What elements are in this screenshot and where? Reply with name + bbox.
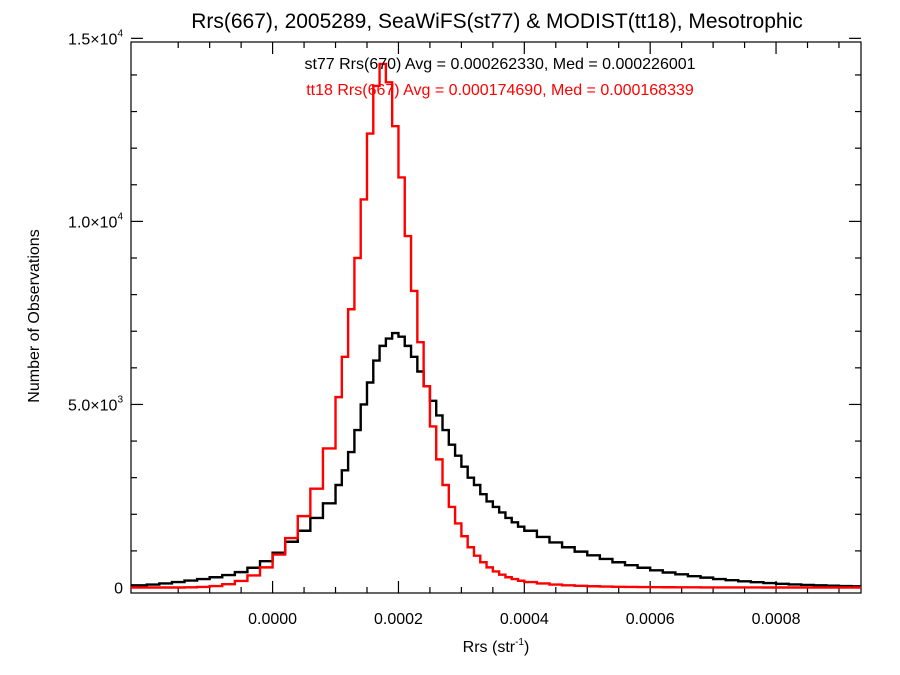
plot-frame (130, 41, 862, 594)
x-tick-label: 0.0008 (752, 611, 801, 628)
series-tt18-line (131, 62, 861, 589)
x-tick-label: 0.0006 (626, 611, 675, 628)
series-st77-line (131, 331, 861, 588)
annotation-st77: st77 Rrs(670) Avg = 0.000262330, Med = 0… (304, 56, 695, 73)
y-tick-label: 1.0×104 (68, 211, 123, 231)
chart-title: Rrs(667), 2005289, SeaWiFS(st77) & MODIS… (191, 10, 803, 33)
x-tick-label: 0.0002 (374, 611, 423, 628)
x-tick-label: 0.0004 (500, 611, 549, 628)
y-axis-label: Number of Observations (26, 229, 43, 402)
x-axis-label: Rrs (str-1) (463, 637, 530, 656)
annotation-tt18: tt18 Rrs(667) Avg = 0.000174690, Med = 0… (306, 82, 694, 99)
y-tick-label: 5.0×103 (68, 394, 123, 414)
x-tick-label: 0.0000 (248, 611, 297, 628)
y-tick-label: 1.5×104 (68, 28, 123, 48)
y-tick-label: 0 (114, 581, 123, 598)
